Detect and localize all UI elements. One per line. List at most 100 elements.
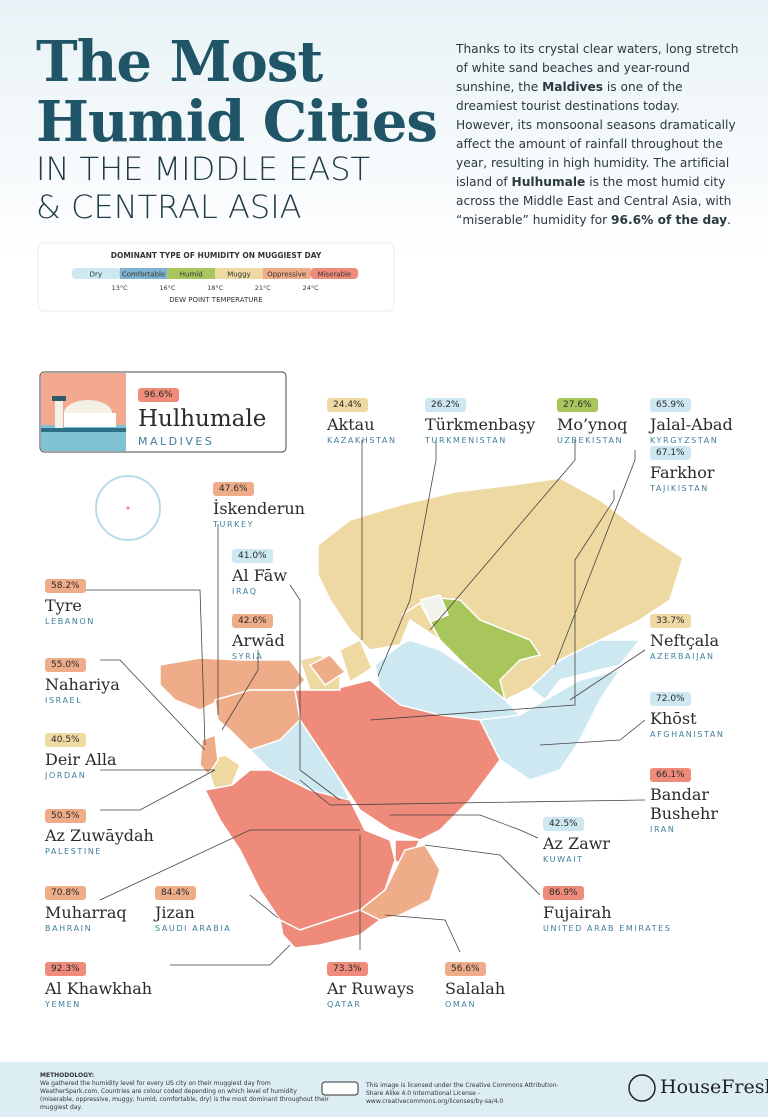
country-name: SAUDI ARABIA <box>155 924 232 933</box>
leader-line <box>249 894 279 919</box>
city-label: 70.8% Muharraq BAHRAIN <box>45 880 245 933</box>
city-percent: 42.5% <box>543 817 584 831</box>
city-name: Az Zawr <box>543 834 611 853</box>
leader-line <box>289 584 341 801</box>
leader-line <box>45 589 206 746</box>
city-percent: 56.6% <box>445 962 486 976</box>
city-label: 55.0% Nahariya ISRAEL <box>45 652 245 705</box>
city-label: 84.4% Jizan SAUDI ARABIA <box>155 880 355 933</box>
country-name: TURKMENISTAN <box>425 436 507 445</box>
leader-line <box>554 450 636 666</box>
leader-line <box>170 944 291 966</box>
city-name: Jizan <box>155 903 195 922</box>
city-label: 42.5% Az Zawr KUWAIT <box>543 811 743 864</box>
city-percent: 72.0% <box>650 692 691 706</box>
city-name: Neftçala <box>650 631 719 650</box>
city-percent: 66.1% <box>650 768 691 782</box>
title-line: The Most <box>36 29 323 95</box>
featured-label: 96.6% Hulhumale MALDIVES <box>138 382 266 448</box>
title-line: Humid Cities <box>36 89 438 155</box>
legend-threshold: 16°C <box>159 284 176 292</box>
locator-dot <box>126 506 130 510</box>
city-name: Mo’ynoq <box>557 415 628 434</box>
footer-band <box>0 1062 768 1117</box>
country-name: KAZAKHSTAN <box>327 436 397 445</box>
city-percent: 40.5% <box>45 733 86 747</box>
country-name: LEBANON <box>45 617 95 626</box>
city-name: Tyre <box>45 596 82 615</box>
city-name: Jalal-Abad <box>650 415 733 434</box>
country-name: UZBEKISTAN <box>557 436 624 445</box>
leader-lines <box>45 440 646 966</box>
leader-line <box>384 914 461 953</box>
country-name: KYRGYZSTAN <box>650 436 719 445</box>
city-label: 41.0% Al Fāw IRAQ <box>232 543 432 596</box>
legend-label: Oppressive <box>267 271 306 279</box>
city-label: 65.9% Jalal-Abad KYRGYZSTAN <box>650 392 768 445</box>
methodology-label: METHODOLOGY: <box>40 1072 95 1079</box>
leader-line <box>539 719 646 746</box>
city-label: 47.6% İskenderun TURKEY <box>213 476 413 529</box>
country-name: OMAN <box>445 1000 477 1009</box>
methodology: METHODOLOGY: We gathered the humidity le… <box>40 1072 330 1112</box>
city-name: Fujairah <box>543 903 612 922</box>
city-percent: 65.9% <box>650 398 691 412</box>
city-percent: 86.9% <box>543 886 584 900</box>
city-percent: 73.3% <box>327 962 368 976</box>
methodology-text: We gathered the humidity level for every… <box>40 1080 329 1111</box>
city-label: 73.3% Ar Ruways QATAR <box>327 956 527 1009</box>
city-name: Ar Ruways <box>327 979 415 998</box>
city-label: 67.1% Farkhor TAJIKISTAN <box>650 440 768 493</box>
city-percent: 92.3% <box>45 962 86 976</box>
subtitle: IN THE MIDDLE EAST & CENTRAL ASIA <box>36 150 370 226</box>
legend-title: DOMINANT TYPE OF HUMIDITY ON MUGGIEST DA… <box>111 251 322 260</box>
city-percent: 42.6% <box>232 614 273 628</box>
legend-threshold: 18°C <box>207 284 224 292</box>
description-text: . <box>727 213 731 227</box>
legend-threshold: 13°C <box>112 284 129 292</box>
city-label: 27.6% Mo’ynoq UZBEKISTAN <box>557 392 757 445</box>
city-percent: 84.4% <box>155 886 196 900</box>
city-name: Al Fāw <box>232 566 288 585</box>
country-name: UNITED ARAB EMIRATES <box>543 924 672 933</box>
legend-label: Miserable <box>317 271 351 279</box>
city-name: Az Zuwāydah <box>45 826 154 845</box>
city-label: 26.2% Türkmenbaşy TURKMENISTAN <box>425 392 625 445</box>
city-percent: 26.2% <box>425 398 466 412</box>
country-name: TAJIKISTAN <box>650 484 709 493</box>
legend-label: Comfortable <box>122 271 165 279</box>
country-name: SYRIA <box>232 652 264 661</box>
country-name: IRAQ <box>232 587 258 596</box>
leader-line <box>221 650 259 731</box>
country-name: AFGHANISTAN <box>650 730 725 739</box>
city-percent: 47.6% <box>213 482 254 496</box>
city-percent: 67.1% <box>650 446 691 460</box>
legend-threshold: 21°C <box>255 284 272 292</box>
title: The Most Humid Cities <box>36 29 438 155</box>
leader-line <box>390 814 539 839</box>
city-name: Aktau <box>327 415 375 434</box>
city-label: 40.5% Deir Alla JORDAN <box>45 727 245 780</box>
featured-city: Hulhumale <box>138 406 267 432</box>
country-name: BAHRAIN <box>45 924 93 933</box>
city-name: Bandar Bushehr <box>650 785 718 823</box>
city-name: Muharraq <box>45 903 127 922</box>
country-name: QATAR <box>327 1000 362 1009</box>
description-text: 96.6% of the day <box>611 213 728 227</box>
city-name: Al Khawkhah <box>45 979 153 998</box>
description-text: Maldives <box>542 80 604 94</box>
featured-card <box>39 371 287 453</box>
city-percent: 33.7% <box>650 614 691 628</box>
description-text: Thanks to its crystal clear waters, long… <box>456 42 739 94</box>
city-label: 72.0% Khōst AFGHANISTAN <box>650 686 768 739</box>
city-name: Deir Alla <box>45 750 117 769</box>
city-percent: 58.2% <box>45 579 86 593</box>
city-label: 24.4% Aktau KAZAKHSTAN <box>327 392 527 445</box>
city-label: 42.6% Arwād SYRIA <box>232 608 432 661</box>
legend-swatch <box>310 268 359 279</box>
city-percent: 55.0% <box>45 658 86 672</box>
legend-threshold: 24°C <box>302 284 319 292</box>
license: This image is licensed under the Creativ… <box>366 1082 559 1105</box>
city-name: Nahariya <box>45 675 120 694</box>
